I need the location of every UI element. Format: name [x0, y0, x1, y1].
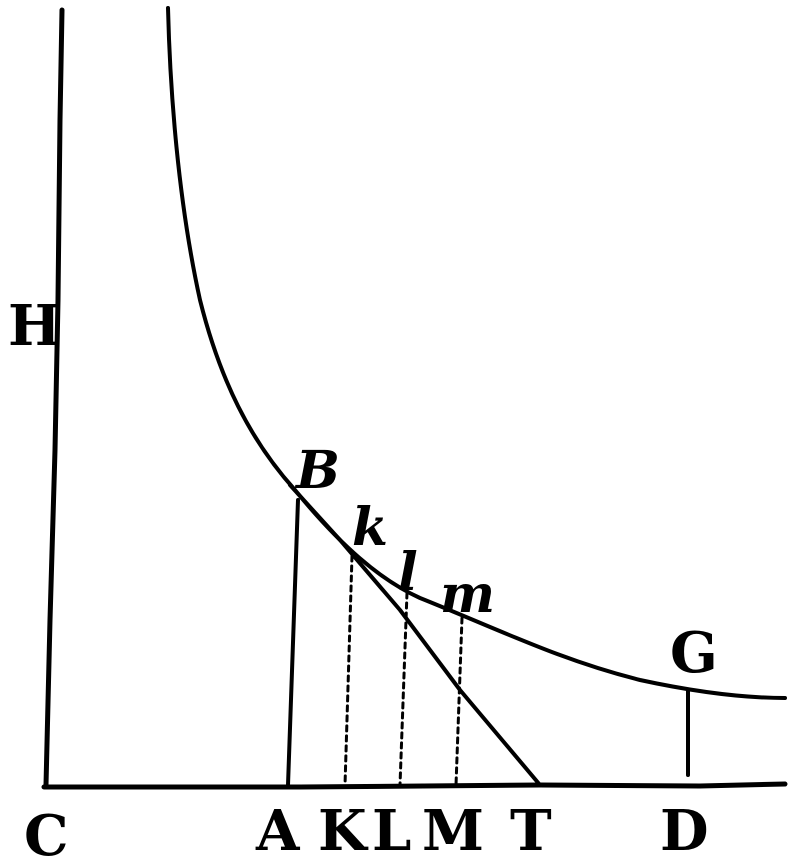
- dotted-ordinate-Mm: [454, 616, 464, 787]
- label-L: L: [372, 798, 411, 864]
- dotted-ordinate-Kk: [343, 554, 354, 787]
- label-m: m: [440, 564, 495, 625]
- vertical-axis: [43, 7, 65, 788]
- label-T: T: [510, 798, 552, 864]
- label-A: A: [255, 798, 301, 864]
- label-C: C: [24, 803, 69, 868]
- label-M: M: [422, 798, 484, 864]
- ordinate-AB: [286, 498, 300, 787]
- label-l: l: [398, 542, 418, 603]
- label-K: K: [318, 798, 369, 864]
- label-D: D: [660, 798, 709, 864]
- label-H: H: [8, 293, 61, 359]
- horizontal-axis: [41, 781, 788, 790]
- dotted-ordinate-Ll: [398, 591, 409, 787]
- label-k: k: [352, 497, 388, 558]
- tangent-line-BT: [288, 483, 542, 787]
- label-B: B: [294, 440, 340, 501]
- label-G: G: [670, 620, 718, 686]
